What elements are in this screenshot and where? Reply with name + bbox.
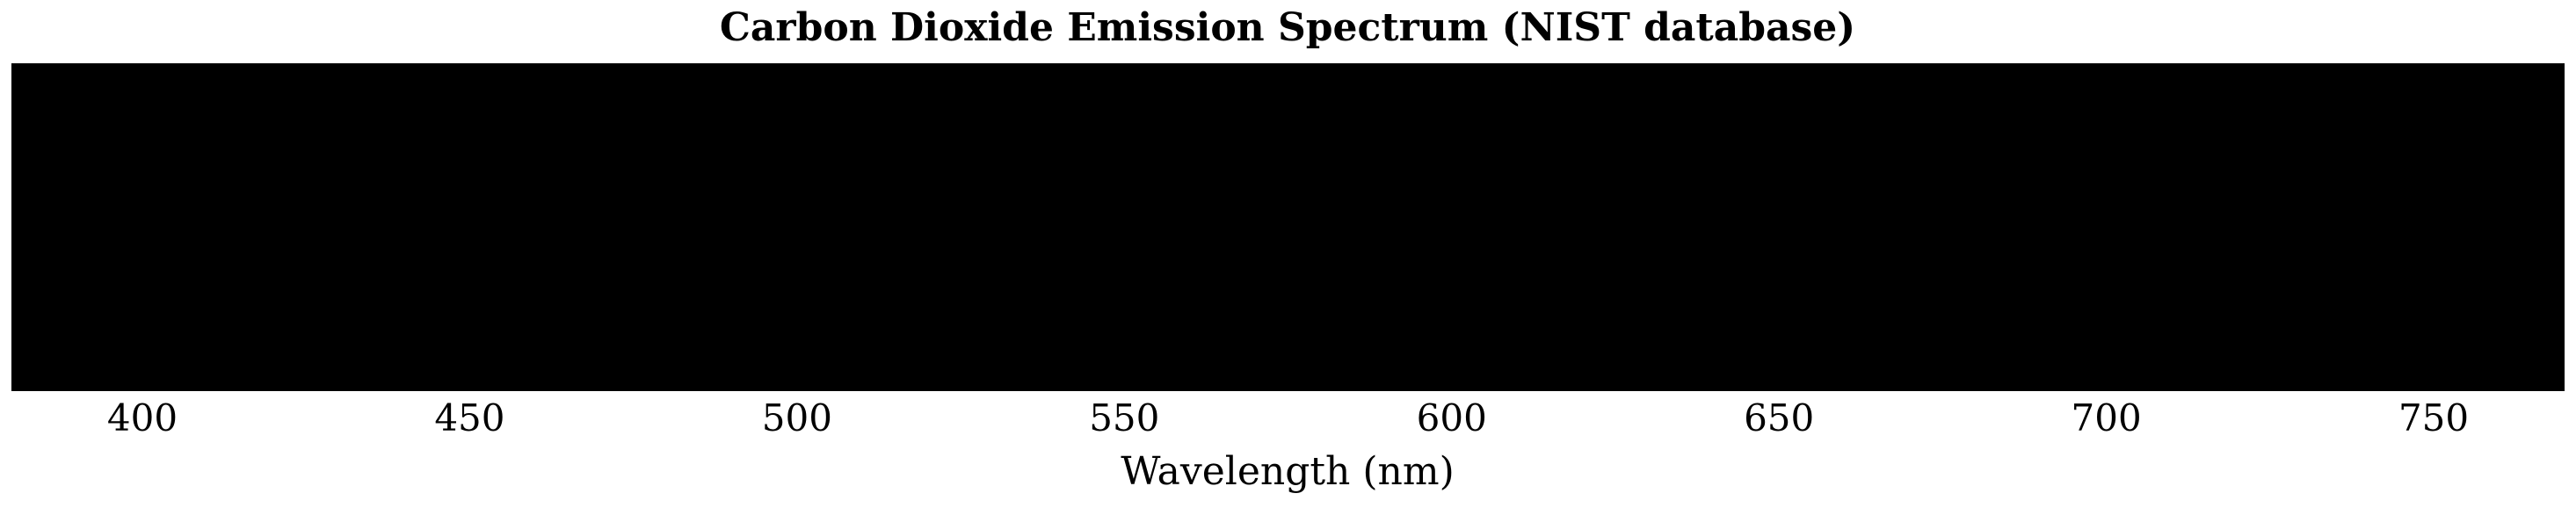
- x-tick-label-650: 650: [1744, 396, 1814, 439]
- x-tick-label-600: 600: [1417, 396, 1487, 439]
- spectrum-background: [11, 63, 2565, 391]
- x-tick-label-700: 700: [2072, 396, 2142, 439]
- x-tick-label-750: 750: [2398, 396, 2469, 439]
- x-tick-label-450: 450: [434, 396, 504, 439]
- x-tick-label-550: 550: [1089, 396, 1159, 439]
- chart-title: Carbon Dioxide Emission Spectrum (NIST d…: [720, 5, 1855, 50]
- x-tick-label-400: 400: [107, 396, 178, 439]
- x-axis-ticks: 400 450 500 550 600 650 700 750: [107, 396, 2469, 439]
- x-tick-label-500: 500: [762, 396, 832, 439]
- x-axis-label: Wavelength (nm): [1121, 449, 1455, 494]
